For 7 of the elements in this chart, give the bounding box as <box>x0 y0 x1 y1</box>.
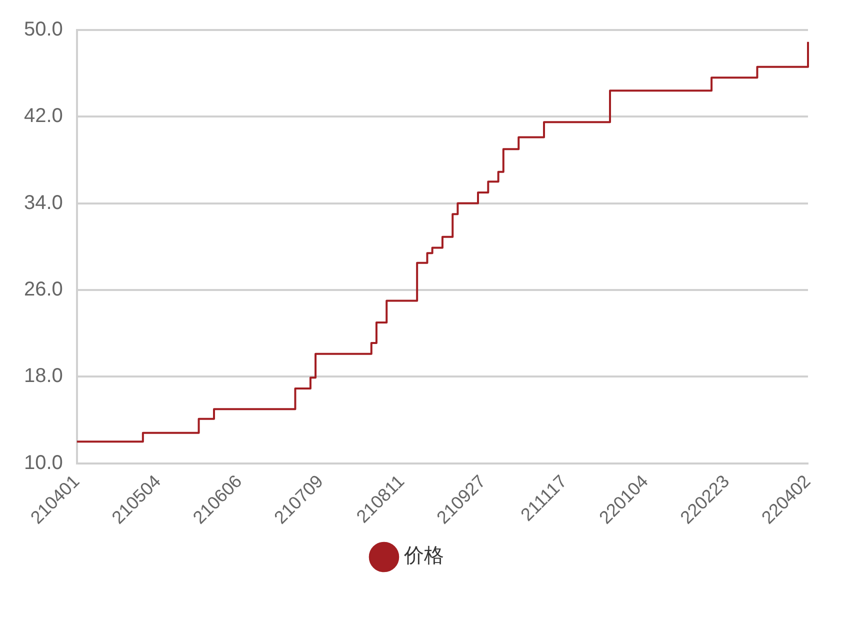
y-tick-label: 34.0 <box>24 192 63 214</box>
legend-label: 价格 <box>403 543 444 568</box>
y-tick-label: 42.0 <box>24 105 63 128</box>
y-tick-label: 10.0 <box>24 452 63 474</box>
y-tick-label: 50.0 <box>24 18 63 41</box>
y-tick-label: 18.0 <box>24 365 63 388</box>
y-tick-label: 26.0 <box>24 278 63 300</box>
